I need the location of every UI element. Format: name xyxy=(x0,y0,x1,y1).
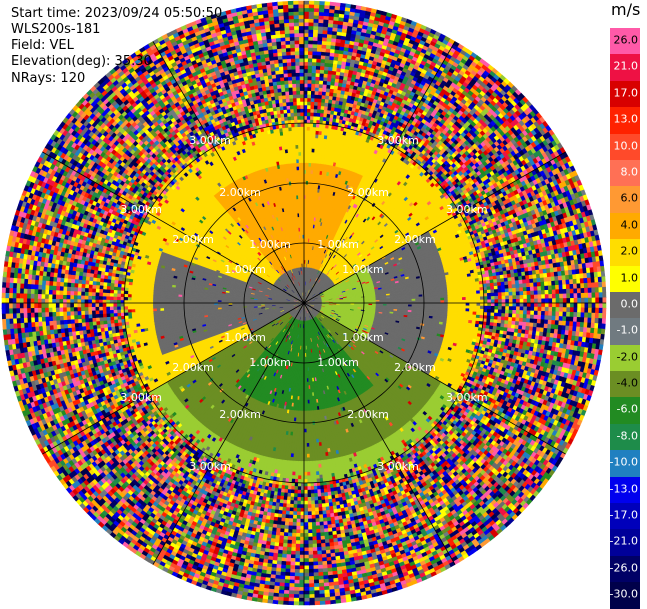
colorbar-tick-label: -10.0 xyxy=(610,457,638,468)
range-ring-label: 2.00km xyxy=(394,233,436,246)
colorbar-tick-label: 8.0 xyxy=(621,166,639,177)
range-ring-label: 2.00km xyxy=(172,233,214,246)
colorbar-unit: m/s xyxy=(611,0,640,19)
azimuth-spoke xyxy=(303,302,566,455)
colorbar-cell: -2.0 xyxy=(610,344,640,372)
colorbar-cell: -10.0 xyxy=(610,450,640,477)
colorbar-cell: 8.0 xyxy=(610,159,640,187)
colorbar-tick-label: 17.0 xyxy=(614,87,639,98)
range-ring-label: 3.00km xyxy=(120,203,162,216)
range-ring-label: 3.00km xyxy=(377,460,419,473)
colorbar: 26.0 21.0 17.0 13.0 10.0 8.0 6.0 4.0 2.0 1.0 0.0 -1… xyxy=(610,28,640,609)
colorbar-tick-label: -4.0 xyxy=(617,378,638,389)
range-ring-label: 2.00km xyxy=(219,408,261,421)
range-ring-label: 2.00km xyxy=(347,408,389,421)
colorbar-cell: 1.0 xyxy=(610,265,640,292)
colorbar-tick-label: 4.0 xyxy=(621,219,639,230)
start-time-label: Start time: 2023/09/24 05:50:50 xyxy=(11,6,222,21)
range-ring-label: 2.00km xyxy=(394,361,436,374)
colorbar-tick-label: 13.0 xyxy=(614,114,639,125)
range-ring-label: 1.00km xyxy=(317,356,359,369)
colorbar-tick-label: 2.0 xyxy=(621,246,639,257)
range-ring-label: 1.00km xyxy=(224,263,266,276)
instrument-label: WLS200s-181 xyxy=(11,22,100,37)
colorbar-tick-label: -1.0 xyxy=(617,325,638,336)
colorbar-tick-label: -6.0 xyxy=(617,404,638,415)
azimuth-spoke xyxy=(303,302,456,565)
colorbar-cell: -30.0 xyxy=(610,582,640,609)
range-ring-label: 1.00km xyxy=(342,331,384,344)
colorbar-cell: 21.0 xyxy=(610,54,640,81)
azimuth-spoke xyxy=(303,41,456,304)
azimuth-spoke xyxy=(42,151,305,304)
range-ring-label: 3.00km xyxy=(189,460,231,473)
colorbar-cell: -26.0 xyxy=(610,555,640,583)
colorbar-cell: 4.0 xyxy=(610,212,640,240)
ppi-plot: 1.00km 1.00km 1.00km 1.00km 1.00km 1.00km 1.00… xyxy=(1,0,607,606)
nrays-label: NRays: 120 xyxy=(11,71,85,86)
colorbar-tick-label: -30.0 xyxy=(610,589,638,600)
colorbar-cell: -8.0 xyxy=(610,423,640,451)
colorbar-tick-label: 1.0 xyxy=(621,272,639,283)
colorbar-cell: -13.0 xyxy=(610,476,640,504)
colorbar-tick-label: -8.0 xyxy=(617,430,638,441)
colorbar-cell: 17.0 xyxy=(610,80,640,108)
colorbar-cell: -21.0 xyxy=(610,529,640,556)
colorbar-tick-label: -26.0 xyxy=(610,562,638,573)
colorbar-cell: -17.0 xyxy=(610,503,640,530)
colorbar-cell: 6.0 xyxy=(610,186,640,213)
colorbar-cell: 0.0 xyxy=(610,291,640,319)
colorbar-tick-label: 10.0 xyxy=(614,140,639,151)
colorbar-tick-label: 0.0 xyxy=(621,298,639,309)
elevation-label: Elevation(deg): 35.30 xyxy=(11,54,152,69)
azimuth-spoke xyxy=(152,41,305,304)
colorbar-cell: -4.0 xyxy=(610,371,640,398)
range-ring-label: 1.00km xyxy=(224,331,266,344)
colorbar-cell: -6.0 xyxy=(610,397,640,424)
range-grid: 1.00km 1.00km 1.00km 1.00km 1.00km 1.00km 1.00… xyxy=(2,1,606,605)
range-ring-label: 3.00km xyxy=(189,134,231,147)
field-label: Field: VEL xyxy=(11,38,74,53)
range-ring-label: 2.00km xyxy=(172,361,214,374)
range-ring-label: 3.00km xyxy=(446,391,488,404)
colorbar-tick-label: -2.0 xyxy=(617,351,638,362)
range-ring-label: 3.00km xyxy=(120,391,162,404)
range-ring-label: 2.00km xyxy=(347,186,389,199)
azimuth-spoke xyxy=(152,302,305,565)
colorbar-cell: 2.0 xyxy=(610,239,640,266)
colorbar-tick-label: 21.0 xyxy=(614,61,639,72)
colorbar-cell: 26.0 xyxy=(610,28,640,55)
colorbar-tick-label: -13.0 xyxy=(610,483,638,494)
range-ring-label: 3.00km xyxy=(377,134,419,147)
range-ring-label: 1.00km xyxy=(317,238,359,251)
colorbar-cell: 10.0 xyxy=(610,133,640,160)
range-ring-label: 3.00km xyxy=(446,203,488,216)
range-ring-label: 1.00km xyxy=(342,263,384,276)
colorbar-tick-label: -21.0 xyxy=(610,536,638,547)
range-ring-label: 1.00km xyxy=(249,356,291,369)
azimuth-spoke xyxy=(42,302,305,455)
colorbar-tick-label: -17.0 xyxy=(610,510,638,521)
colorbar-cell: -1.0 xyxy=(610,318,640,345)
range-ring-label: 2.00km xyxy=(219,186,261,199)
range-ring-label: 1.00km xyxy=(249,238,291,251)
azimuth-spoke xyxy=(303,151,566,304)
colorbar-cell: 13.0 xyxy=(610,107,640,134)
colorbar-tick-label: 26.0 xyxy=(614,35,639,46)
colorbar-tick-label: 6.0 xyxy=(621,193,639,204)
